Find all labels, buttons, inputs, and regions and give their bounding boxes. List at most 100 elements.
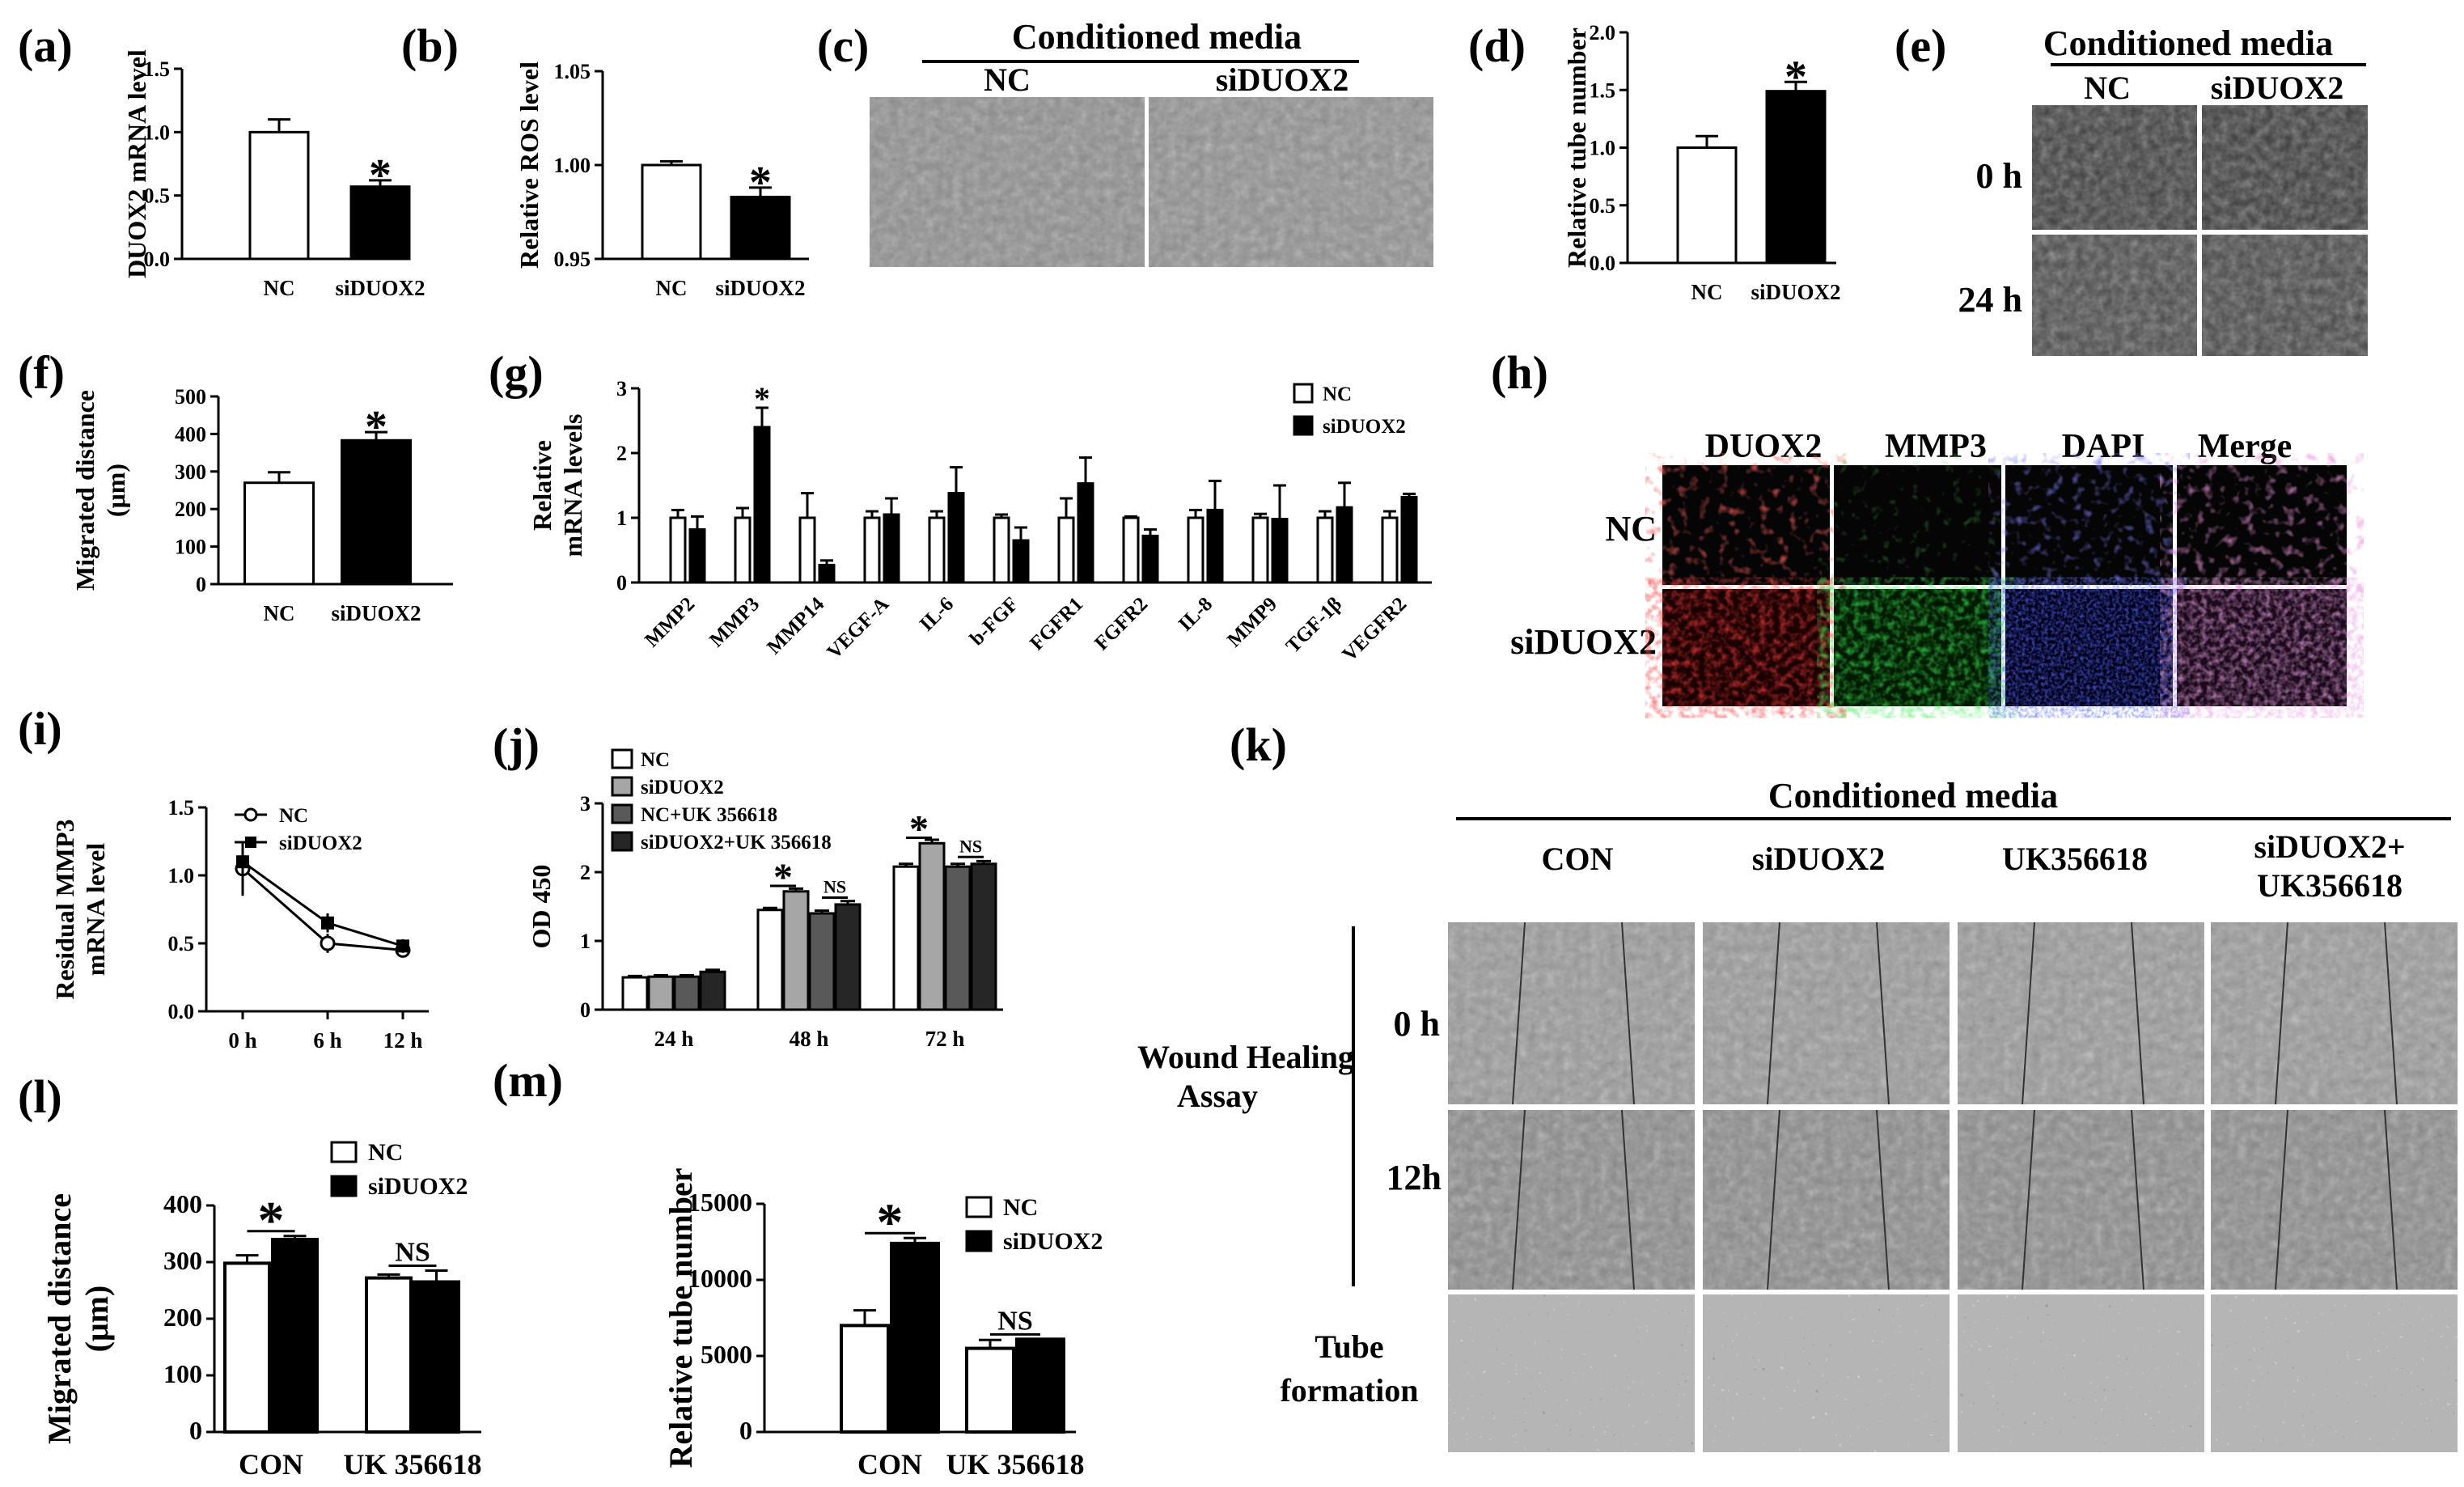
micrograph-e-nc-24h-texture	[2032, 235, 2197, 356]
f-x-label: siDUOX2	[331, 601, 421, 625]
f-significance-star: *	[365, 402, 387, 452]
panel-e-col-siduox2: siDUOX2	[2211, 70, 2343, 106]
panel-h-fluorescence: DUOX2 MMP3 DAPI Merge NC siDUOX2	[1510, 428, 2347, 706]
panel-k-row-12h: 12h	[1387, 1158, 1442, 1197]
l-bar-1-0	[365, 1276, 413, 1434]
j-x-label: 24 h	[654, 1027, 694, 1051]
b-x-label: NC	[656, 276, 688, 300]
panel-e-header: Conditioned media	[2043, 23, 2333, 63]
micrograph-k-wound-edge	[1621, 921, 1635, 1105]
j-bar-1-1	[782, 890, 810, 1011]
d-y-tick-label: 1.5	[1590, 78, 1616, 102]
chart-b: 0.95 1.00 1.05 Relative ROS level NC siDUOX2 *	[514, 60, 809, 300]
micrograph-k-wound-edge	[2384, 921, 2398, 1105]
j-x-label: 72 h	[925, 1027, 965, 1051]
f-bar-siduox2	[341, 438, 412, 586]
j-y-tick-label: 0	[580, 998, 591, 1022]
m-legend-label: NC	[1003, 1194, 1038, 1221]
g-y-tick-label: 1	[616, 506, 627, 530]
micrograph-e-siduox2-0h-texture	[2202, 105, 2368, 230]
micrograph-k-texture	[1958, 1294, 2204, 1452]
l-y-label: (μm)	[78, 1286, 115, 1353]
fluor-h-nc-mmp3-signal	[1834, 465, 2001, 585]
b-x-label: siDUOX2	[715, 276, 805, 300]
i-y-tick-label: 0.0	[168, 1000, 195, 1023]
micrograph-k-wound-edge	[1767, 921, 1780, 1105]
g-x-label: b-FGF	[966, 593, 1022, 650]
j-legend-swatch	[611, 831, 633, 852]
a-bar-siduox2	[349, 185, 411, 261]
i-point-nc	[320, 935, 336, 951]
g-x-label: IL-6	[916, 593, 958, 635]
fluor-h-siduox2-mmp3-signal	[1834, 589, 2001, 706]
micrograph-k-wound-edge	[1512, 1109, 1526, 1290]
j-x-label: 48 h	[790, 1027, 829, 1051]
g-bar-nc-7	[1122, 516, 1140, 584]
micrograph-k-texture	[1703, 1294, 1950, 1452]
panel-label-j: (j)	[493, 718, 540, 771]
micrograph-k-texture	[2211, 922, 2458, 1104]
micrograph-k-wound-edge	[1876, 921, 1890, 1105]
i-y-tick-label: 1.5	[168, 796, 195, 820]
fluor-h-nc-duox2-signal	[1662, 465, 1830, 585]
i-legend-marker-nc	[243, 807, 258, 822]
micrograph-k-wound-edge	[2022, 921, 2035, 1105]
l-y-label: Migrated distance	[41, 1193, 78, 1444]
g-legend-label: NC	[1323, 383, 1352, 405]
fluor-h-siduox2-merge-signal	[2177, 589, 2347, 706]
g-legend-swatch-siduox2	[1293, 415, 1314, 436]
panel-k-micrographs: Conditioned media CON siDUOX2 UK356618 s…	[1137, 776, 2458, 1452]
d-bar-nc	[1676, 146, 1738, 265]
fluor-h-nc-dapi-signal	[2005, 465, 2173, 585]
i-x-label: 6 h	[313, 1028, 341, 1053]
m-bar-1-1	[1015, 1337, 1065, 1434]
panel-k-col-uk356618: UK356618	[2002, 841, 2148, 877]
j-bar-1-3	[834, 903, 862, 1011]
i-x-label: 0 h	[228, 1028, 256, 1053]
l-y-tick-label: 400	[163, 1189, 202, 1218]
j-y-tick-label: 2	[580, 861, 591, 884]
j-legend-swatch	[611, 803, 633, 824]
panel-c-col-siduox2: siDUOX2	[1216, 61, 1348, 98]
panel-h-col-mmp3: MMP3	[1885, 428, 1987, 465]
b-y-tick-label: 1.05	[554, 60, 591, 83]
l-bar-0-1	[271, 1238, 319, 1434]
g-bar-siduox2-10	[1336, 506, 1353, 584]
panel-label-h: (h)	[1491, 346, 1548, 399]
g-x-label: MMP2	[641, 593, 699, 651]
a-y-label: DUOX2 mRNA level	[122, 49, 151, 278]
chart-l: 0 100 200 300 400 Migrated distance (μm) CON UK …	[41, 1139, 482, 1481]
panel-e-micrographs: Conditioned media NC siDUOX2 0 h 24 h	[1958, 23, 2368, 356]
f-y-tick-label: 500	[175, 385, 206, 409]
i-y-label: Residual MMP3	[50, 819, 79, 999]
g-bar-siduox2-11	[1400, 495, 1418, 584]
panel-h-row-nc: NC	[1605, 509, 1657, 549]
d-y-tick-label: 2.0	[1590, 21, 1616, 44]
b-y-tick-label: 0.95	[554, 248, 591, 271]
f-y-tick-label: 200	[175, 498, 206, 521]
l-y-tick-label: 200	[163, 1303, 202, 1332]
l-y-tick-label: 300	[163, 1246, 202, 1275]
micrograph-k-texture	[1703, 1110, 1950, 1290]
panel-c-col-nc: NC	[984, 61, 1031, 98]
chart-f: 0 100 200 300 400 500 Migrated distance (μm) NC s…	[70, 385, 453, 625]
f-y-label: Migrated distance	[70, 390, 99, 591]
l-legend-label: NC	[368, 1139, 403, 1166]
micrograph-k-texture	[2211, 1294, 2458, 1452]
g-x-label: TGF-1β	[1282, 593, 1346, 657]
g-bar-nc-6	[1057, 516, 1075, 584]
i-y-label: mRNA level	[81, 843, 110, 977]
i-point-siduox2	[321, 916, 334, 930]
panel-k-row-0h: 0 h	[1394, 1004, 1440, 1044]
b-bar-nc	[641, 163, 702, 261]
a-significance-star: *	[369, 150, 392, 201]
panel-h-col-merge: Merge	[2198, 428, 2293, 465]
g-x-label: IL-8	[1175, 593, 1217, 635]
j-significance-star: *	[773, 856, 793, 899]
l-ns-label: NS	[395, 1238, 430, 1268]
panel-k-tube-line2: formation	[1280, 1372, 1418, 1409]
l-x-label: CON	[239, 1448, 303, 1481]
j-bar-0-0	[621, 976, 649, 1011]
g-y-label: Relative	[527, 440, 557, 531]
g-y-tick-label: 2	[616, 442, 627, 465]
